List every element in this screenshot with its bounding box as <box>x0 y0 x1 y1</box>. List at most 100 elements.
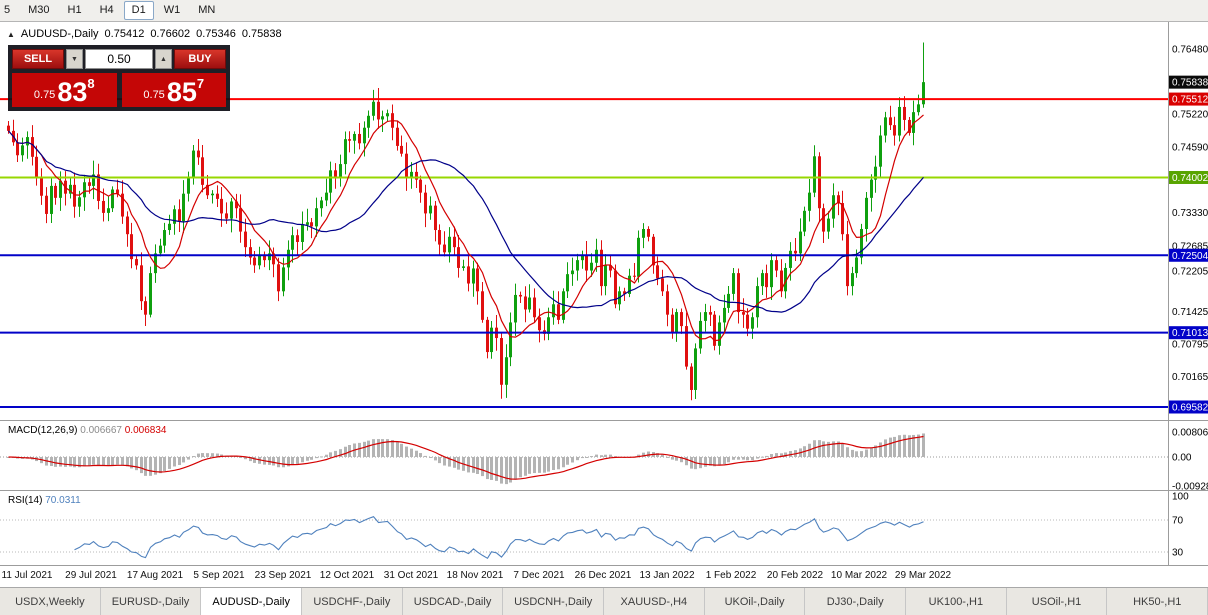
macd-bar <box>415 450 418 457</box>
candle <box>78 197 81 207</box>
macd-bar <box>486 457 489 480</box>
candle <box>386 113 389 117</box>
candle <box>216 193 219 199</box>
tab-ukoil-daily[interactable]: UKOil-,Daily <box>705 588 806 615</box>
macd-bar <box>448 457 451 467</box>
macd-bar <box>614 456 617 458</box>
macd-bar <box>400 443 403 457</box>
candle <box>121 193 124 217</box>
sell-button[interactable]: SELL <box>12 49 64 69</box>
tab-dj30-daily[interactable]: DJ30-,Daily <box>805 588 907 615</box>
candle <box>761 273 764 287</box>
candle <box>609 265 612 271</box>
volume-input[interactable]: 0.50 <box>85 49 153 69</box>
candle <box>434 205 437 231</box>
candle <box>301 224 304 242</box>
candle <box>88 182 91 186</box>
rsi-axis-label: 30 <box>1172 548 1184 559</box>
candle <box>827 218 830 232</box>
candle <box>415 171 418 180</box>
candle <box>737 273 740 313</box>
volume-increase-button[interactable]: ▲ <box>155 49 172 69</box>
candle <box>258 254 261 266</box>
macd-label: MACD(12,26,9) 0.006667 0.006834 <box>8 425 167 436</box>
macd-bar <box>671 457 674 460</box>
macd-bar <box>182 457 185 463</box>
candle <box>438 230 441 245</box>
buy-price-display[interactable]: 0.75 85 7 <box>121 73 226 107</box>
macd-bar <box>585 457 588 458</box>
macd-bar <box>912 434 915 457</box>
tab-audusd-daily[interactable]: AUDUSD-,Daily <box>201 588 303 615</box>
date-axis-label: 7 Dec 2021 <box>513 570 565 581</box>
rsi-label: RSI(14) 70.0311 <box>8 495 81 506</box>
sell-price-display[interactable]: 0.75 83 8 <box>12 73 117 107</box>
candle <box>381 116 384 120</box>
timeframe-button-M30[interactable]: M30 <box>28 4 50 16</box>
macd-bar <box>524 457 527 476</box>
candle <box>429 205 432 214</box>
timeframe-button-5[interactable]: 5 <box>4 4 11 16</box>
macd-bar <box>306 457 309 461</box>
macd-bar <box>893 436 896 457</box>
macd-bar <box>543 457 546 473</box>
timeframe-button-W1[interactable]: W1 <box>163 4 181 16</box>
timeframe-button-D1[interactable]: D1 <box>123 1 154 20</box>
tab-xauusd-h4[interactable]: XAUUSD-,H4 <box>604 588 705 615</box>
candle <box>661 278 664 292</box>
candle <box>249 247 252 258</box>
tab-usoil-h1[interactable]: USOil-,H1 <box>1007 588 1108 615</box>
chart-area[interactable]: MACD(12,26,9) 0.006667 0.006834 RSI(14) 7… <box>0 22 1208 566</box>
macd-bar <box>419 453 422 457</box>
tab-eurusd-daily[interactable]: EURUSD-,Daily <box>101 588 202 615</box>
buy-price-pip: 7 <box>196 76 205 91</box>
macd-bar <box>348 445 351 457</box>
macd-bar <box>784 452 787 457</box>
tab-usdchf-daily[interactable]: USDCHF-,Daily <box>302 588 403 615</box>
timeframe-button-H1[interactable]: H1 <box>67 4 82 16</box>
candle <box>922 82 925 105</box>
volume-decrease-button[interactable]: ▼ <box>66 49 83 69</box>
candle <box>282 267 285 292</box>
macd-bar <box>344 446 347 457</box>
tab-usdcnh-daily[interactable]: USDCNH-,Daily <box>503 588 605 615</box>
tab-usdcad-daily[interactable]: USDCAD-,Daily <box>403 588 504 615</box>
candle <box>770 260 773 288</box>
tab-hk50-h1[interactable]: HK50-,H1 <box>1107 588 1208 615</box>
macd-bar <box>704 457 707 467</box>
timeframe-button-H4[interactable]: H4 <box>99 4 114 16</box>
timeframe-button-MN[interactable]: MN <box>198 4 216 16</box>
macd-bar <box>121 457 124 466</box>
macd-bar <box>315 457 318 459</box>
macd-bar <box>519 457 522 478</box>
candle <box>837 195 840 204</box>
candle <box>197 150 200 158</box>
date-axis-label: 20 Feb 2022 <box>766 570 824 581</box>
candle <box>244 231 247 248</box>
macd-bar <box>325 454 328 457</box>
macd-bar <box>647 451 650 457</box>
date-axis-label: 18 Nov 2021 <box>446 570 504 581</box>
tab-uk100-h1[interactable]: UK100-,H1 <box>906 588 1007 615</box>
candle <box>372 101 375 116</box>
candle <box>841 203 844 235</box>
price-chart-svg[interactable]: MACD(12,26,9) 0.006667 0.006834 RSI(14) 7… <box>0 22 1208 566</box>
candle <box>524 296 527 310</box>
macd-bar <box>581 457 584 459</box>
candle <box>377 101 380 120</box>
candle <box>889 117 892 126</box>
candle <box>405 153 408 178</box>
collapse-panel-icon[interactable]: ▲ <box>7 29 15 39</box>
macd-bar <box>481 457 484 477</box>
candle <box>178 209 181 222</box>
macd-bar <box>903 434 906 457</box>
buy-button[interactable]: BUY <box>174 49 226 69</box>
macd-bar <box>339 449 342 457</box>
candle <box>83 182 86 198</box>
date-axis: 11 Jul 2021 29 Jul 2021 17 Aug 2021 5 Sep 2… <box>0 566 1208 587</box>
macd-bar <box>253 457 256 463</box>
tab-usdx-weekly[interactable]: USDX,Weekly <box>0 588 101 615</box>
macd-bar <box>296 457 299 464</box>
macd-bar <box>505 457 508 485</box>
macd-bar <box>372 439 375 457</box>
